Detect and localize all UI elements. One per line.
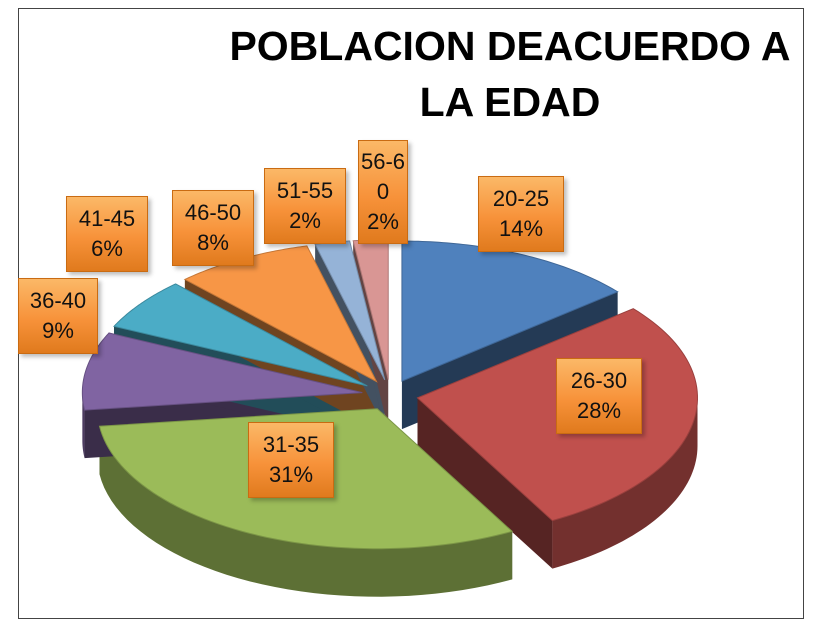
data-label: 20-25 14% xyxy=(478,176,564,252)
slice xyxy=(81,332,363,411)
slice-side xyxy=(552,397,698,569)
slice-side xyxy=(99,426,513,597)
category-label: 20-25 xyxy=(492,186,550,211)
value-label: 14% xyxy=(498,216,544,241)
data-label: 26-30 28% xyxy=(556,358,642,434)
slice-wall xyxy=(417,397,553,569)
slice xyxy=(113,283,368,387)
data-label: 36-40 9% xyxy=(18,278,98,354)
value-label: 8% xyxy=(197,230,229,255)
value-label: 9% xyxy=(42,318,74,343)
category-label: 41-45 xyxy=(78,206,136,231)
data-label: 31-35 31% xyxy=(248,422,334,498)
slice xyxy=(401,240,619,382)
value-label: 28% xyxy=(576,398,622,423)
data-label: 51-55 2% xyxy=(264,168,346,244)
data-label: 41-45 6% xyxy=(66,196,148,272)
category-label: 46-50 xyxy=(184,200,242,225)
data-label: 56-60 2% xyxy=(358,140,408,244)
value-label: 2% xyxy=(367,209,399,234)
category-label: 56-60 xyxy=(360,149,406,204)
chart-title: POBLACION DEACUERDO A LA EDAD xyxy=(229,23,791,125)
value-label: 6% xyxy=(91,236,123,261)
category-label: 36-40 xyxy=(29,288,87,313)
category-label: 26-30 xyxy=(570,368,628,393)
data-label: 46-50 8% xyxy=(172,190,254,266)
category-label: 31-35 xyxy=(262,432,320,457)
value-label: 31% xyxy=(268,462,314,487)
value-label: 2% xyxy=(289,208,321,233)
category-label: 51-55 xyxy=(276,178,334,203)
